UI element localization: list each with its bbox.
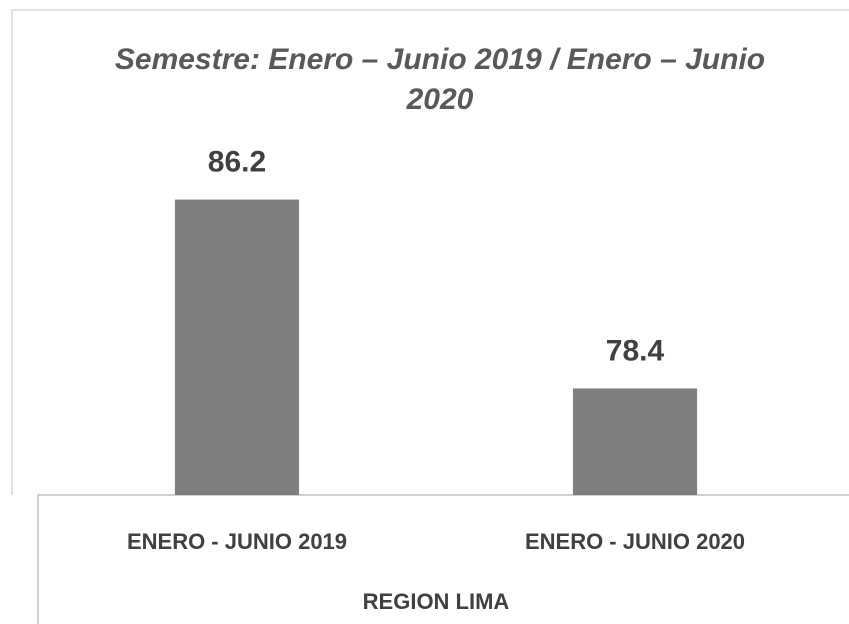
x-tick-label: ENERO - JUNIO 2020 [525, 529, 745, 554]
data-label: 86.2 [208, 146, 266, 179]
data-label: 78.4 [606, 334, 665, 367]
bar [572, 388, 698, 495]
chart-frame [11, 9, 849, 495]
x-axis-label: REGION LIMA [363, 589, 510, 614]
bar [174, 199, 300, 496]
chart-title: Semestre: Enero – Junio 2019 / Enero – J… [114, 43, 766, 116]
x-tick-label: ENERO - JUNIO 2019 [127, 529, 347, 554]
